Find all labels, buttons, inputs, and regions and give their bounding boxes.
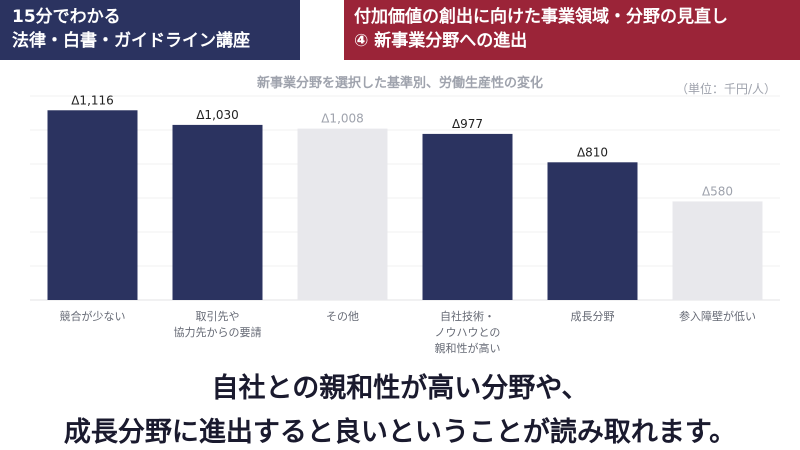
category-label: 参入障壁が低い (679, 309, 756, 323)
category-label: ノウハウとの (435, 326, 501, 339)
header-right-line1: 付加価値の創出に向けた事業領域・分野の見直し (354, 7, 728, 27)
caption-line2: 成長分野に進出すると良いということが読み取れます。 (63, 417, 737, 448)
category-label: 競合が少ない (60, 309, 126, 323)
bar (422, 133, 513, 300)
header-right: 付加価値の創出に向けた事業領域・分野の見直し ④ 新事業分野への進出 (344, 0, 800, 60)
data-label: Δ1,030 (196, 108, 239, 122)
category-label: 親和性が高い (435, 341, 501, 355)
category-label: 成長分野 (571, 310, 615, 323)
data-label: Δ1,008 (321, 112, 364, 126)
bar (47, 110, 138, 300)
unit-label: （単位：千円/人） (675, 82, 776, 96)
caption-line1: 自社との親和性が高い分野や、 (211, 373, 589, 404)
bar (547, 162, 638, 300)
data-label: Δ977 (452, 117, 483, 131)
data-label: Δ1,116 (71, 93, 114, 107)
header-left-line1: 15分でわかる (12, 7, 121, 27)
bar (297, 128, 388, 300)
bar (172, 124, 263, 301)
bar (672, 201, 763, 300)
header-right-line2: ④ 新事業分野への進出 (354, 31, 528, 51)
chart-title: 新事業分野を選択した基準別、労働生産性の変化 (256, 76, 543, 91)
category-label: 協力先からの要請 (174, 325, 262, 339)
header-left-line2: 法律・白書・ガイドライン講座 (12, 31, 250, 51)
data-label: Δ580 (702, 184, 733, 198)
category-label: 取引先や (196, 309, 240, 323)
category-label: 自社技術・ (440, 309, 495, 323)
header-left: 15分でわかる 法律・白書・ガイドライン講座 (0, 0, 300, 60)
category-label: その他 (326, 310, 359, 323)
data-label: Δ810 (577, 145, 608, 159)
